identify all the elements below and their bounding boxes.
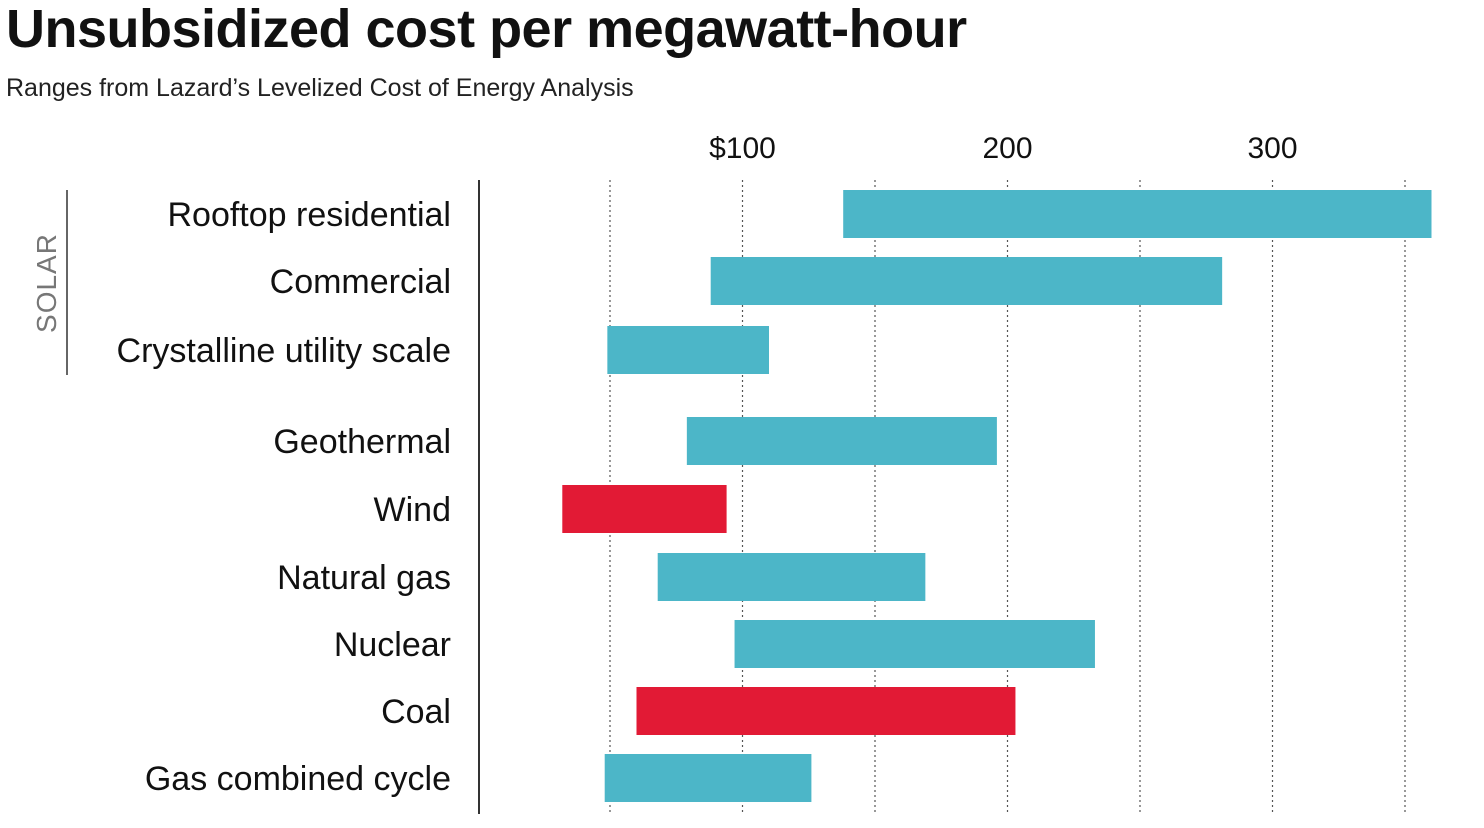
x-tick-label: 200	[982, 132, 1032, 165]
category-label: Gas combined cycle	[145, 760, 451, 798]
bar-nuclear	[734, 620, 1095, 668]
category-label: Rooftop residential	[167, 196, 451, 234]
bar-coal	[636, 687, 1016, 735]
chart-subtitle: Ranges from Lazard’s Levelized Cost of E…	[6, 74, 634, 102]
category-label: Nuclear	[334, 626, 451, 664]
category-label: Commercial	[270, 263, 451, 301]
bar-rooftop-residential	[843, 190, 1432, 238]
group-bracket: SOLAR	[31, 190, 68, 375]
category-label: Crystalline utility scale	[117, 332, 451, 370]
x-axis-ticks: $100 200 300	[709, 132, 1297, 165]
bar-crystalline-utility-scale	[607, 326, 769, 374]
category-label: Coal	[381, 693, 451, 731]
bar-commercial	[710, 257, 1223, 305]
bar-gas-combined-cycle	[604, 754, 812, 802]
x-tick-label: 300	[1247, 132, 1297, 165]
category-label: Natural gas	[277, 559, 451, 597]
category-label: Geothermal	[273, 423, 451, 461]
chart-title: Unsubsidized cost per megawatt-hour	[6, 0, 967, 59]
category-label: Wind	[374, 491, 451, 529]
bar-geothermal	[686, 417, 997, 465]
category-labels: Rooftop residential Commercial Crystalline…	[117, 196, 451, 798]
x-tick-label: $100	[709, 132, 776, 165]
group-label: SOLAR	[31, 233, 62, 333]
bar-wind	[562, 485, 727, 533]
bars	[562, 190, 1432, 802]
bar-natural-gas	[657, 553, 926, 601]
